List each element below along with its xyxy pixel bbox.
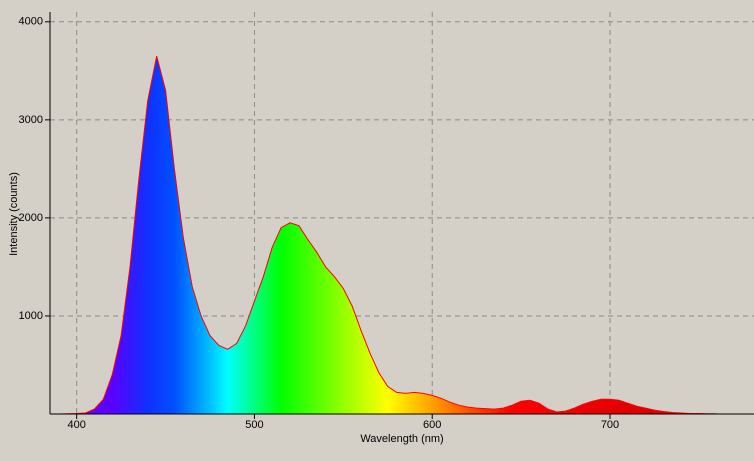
x-tick-label: 600 xyxy=(423,419,441,431)
y-axis-label: Intensity (counts) xyxy=(8,172,20,256)
spectrum-line xyxy=(50,55,717,415)
x-tick-label: 700 xyxy=(601,419,619,431)
y-tick-label: 2000 xyxy=(19,212,43,224)
y-tick-label: 3000 xyxy=(19,114,43,126)
y-tick-label: 1000 xyxy=(19,310,43,322)
x-axis-label: Wavelength (nm) xyxy=(360,433,443,445)
spectrum-area xyxy=(50,56,717,414)
y-tick-label: 4000 xyxy=(19,16,43,28)
x-tick-label: 400 xyxy=(67,419,85,431)
x-tick-label: 500 xyxy=(245,419,263,431)
